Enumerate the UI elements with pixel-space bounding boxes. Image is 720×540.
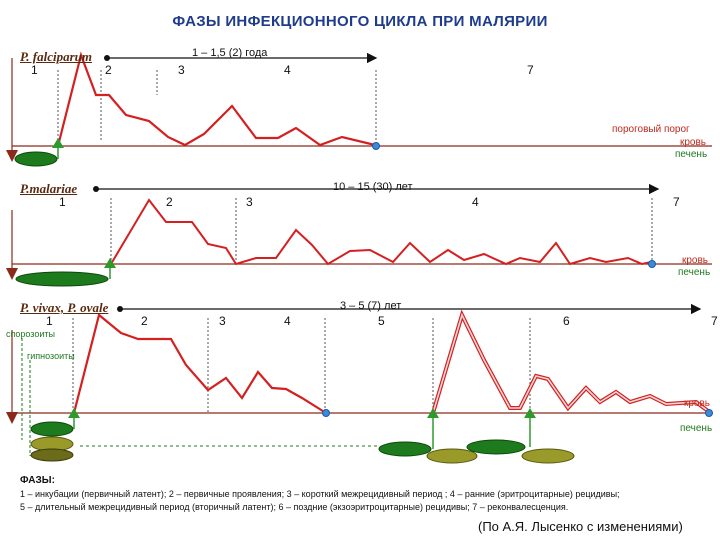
phase-label: 1 (59, 195, 66, 209)
parasitemia-curve (72, 313, 327, 414)
hypnozoite-ellipse (521, 448, 575, 464)
liver-release-arrow-icon (524, 408, 536, 418)
parasitemia-curve (56, 51, 376, 147)
species-label-malariae: P.malariae (20, 181, 78, 196)
phase-label: 4 (284, 63, 291, 77)
legend-line-2: 5 – длительный межрецидивный период (вто… (20, 502, 569, 512)
phase-label: 5 (378, 314, 385, 328)
cycle-end-dot (648, 260, 656, 268)
down-arrow-icon (6, 150, 18, 162)
duration-label-malariae: 10 – 15 (30) лет (333, 181, 413, 193)
relapse-liver-ellipse (466, 439, 526, 455)
blood-label: кровь (684, 398, 711, 409)
liver-label: печень (680, 423, 713, 434)
phase-label: 1 (31, 63, 38, 77)
liver-release-arrow-icon (104, 258, 116, 268)
blood-label: кровь (682, 255, 709, 266)
liver-label: печень (678, 267, 711, 278)
phase-label: 3 (178, 63, 185, 77)
relapse-liver-ellipse (378, 441, 432, 457)
phase-label: 3 (246, 195, 253, 209)
down-arrow-icon (6, 412, 18, 424)
phase-label: 3 (219, 314, 226, 328)
liver-stage-ellipse (30, 421, 74, 437)
duration-arrow-start-dot (93, 186, 99, 192)
cycle-end-dot (322, 409, 330, 417)
phase-label: 7 (673, 195, 680, 209)
liver-label: печень (675, 149, 708, 160)
phase-label: 2 (166, 195, 173, 209)
phase-label: 7 (527, 63, 534, 77)
duration-arrow-start-dot (104, 55, 110, 61)
phase-label: 7 (711, 314, 718, 328)
phase-label: 2 (105, 63, 112, 77)
duration-label-vivax-ovale: 3 – 5 (7) лет (340, 300, 402, 312)
cycle-end-dot (372, 142, 380, 150)
phase-label: 4 (472, 195, 479, 209)
liver-stage-ellipse (15, 271, 109, 287)
hypnozoite-ellipse (30, 448, 74, 462)
duration-label-falciparum: 1 – 1,5 (2) года (192, 47, 268, 59)
species-label-falciparum: P. falciparum (20, 49, 92, 64)
phase-label: 2 (141, 314, 148, 328)
phase-label: 4 (284, 314, 291, 328)
relapse-curve-inner (432, 312, 709, 414)
liver-release-arrow-icon (68, 408, 80, 418)
phase-label: 1 (46, 314, 53, 328)
blood-label: кровь (680, 137, 707, 148)
parasitemia-curve (110, 198, 652, 266)
source-credit: (По А.Я. Лысенко с изменениями) (478, 519, 683, 534)
liver-stage-ellipse (14, 151, 58, 167)
down-arrow-icon (6, 268, 18, 280)
hypnozoites-label: гипнозоиты (27, 351, 75, 361)
phase-label: 6 (563, 314, 570, 328)
sporozoites-label: спорозоиты (6, 329, 55, 339)
legend-line-1: 1 – инкубации (первичный латент); 2 – пе… (20, 489, 620, 499)
duration-arrow-start-dot (117, 306, 123, 312)
relapse-curve-outline (431, 309, 710, 414)
diagram-title: ФАЗЫ ИНФЕКЦИОННОГО ЦИКЛА ПРИ МАЛЯРИИ (172, 13, 548, 30)
cycle-end-dot (705, 409, 713, 417)
threshold-label: пороговый порог (612, 124, 690, 135)
liver-release-arrow-icon (52, 138, 64, 148)
legend-heading: ФАЗЫ: (20, 475, 55, 486)
hypnozoite-ellipse (426, 448, 478, 464)
species-label-vivax-ovale: P. vivax, P. ovale (20, 300, 109, 315)
liver-release-arrow-icon (427, 408, 439, 418)
